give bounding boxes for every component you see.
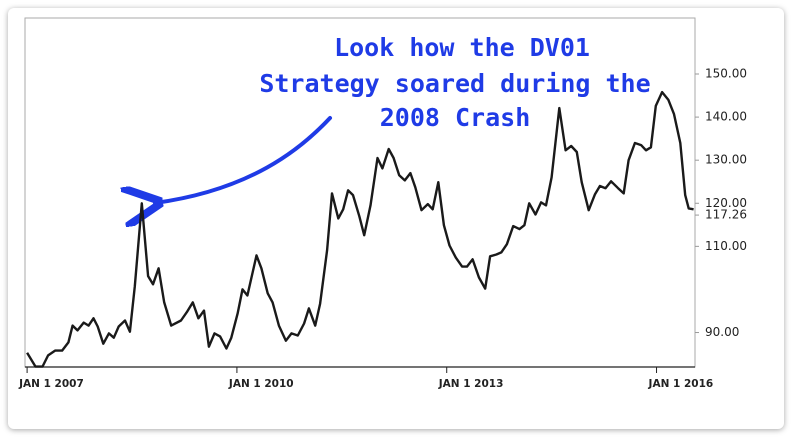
y-tick-label: 120.00	[705, 196, 747, 210]
x-tick-label: JAN 1 2010	[228, 378, 294, 390]
y-tick-label: 110.00	[705, 239, 747, 253]
annotation: Look how the DV01	[334, 33, 590, 62]
y-tick-label: 130.00	[705, 153, 747, 167]
annotation-arrow	[155, 116, 332, 203]
annotation: 2008 Crash	[380, 103, 531, 132]
annotation: Strategy soared during the	[259, 69, 650, 98]
x-tick-label: JAN 1 2013	[438, 378, 504, 390]
y-tick-label: 140.00	[705, 110, 747, 124]
y-tick-label: 117.26	[705, 208, 747, 222]
x-tick-label: JAN 1 2016	[648, 378, 714, 390]
y-tick-label: 90.00	[705, 325, 739, 339]
y-tick-label: 150.00	[705, 67, 747, 81]
line-series	[26, 90, 694, 368]
x-tick-label: JAN 1 2007	[18, 378, 84, 390]
